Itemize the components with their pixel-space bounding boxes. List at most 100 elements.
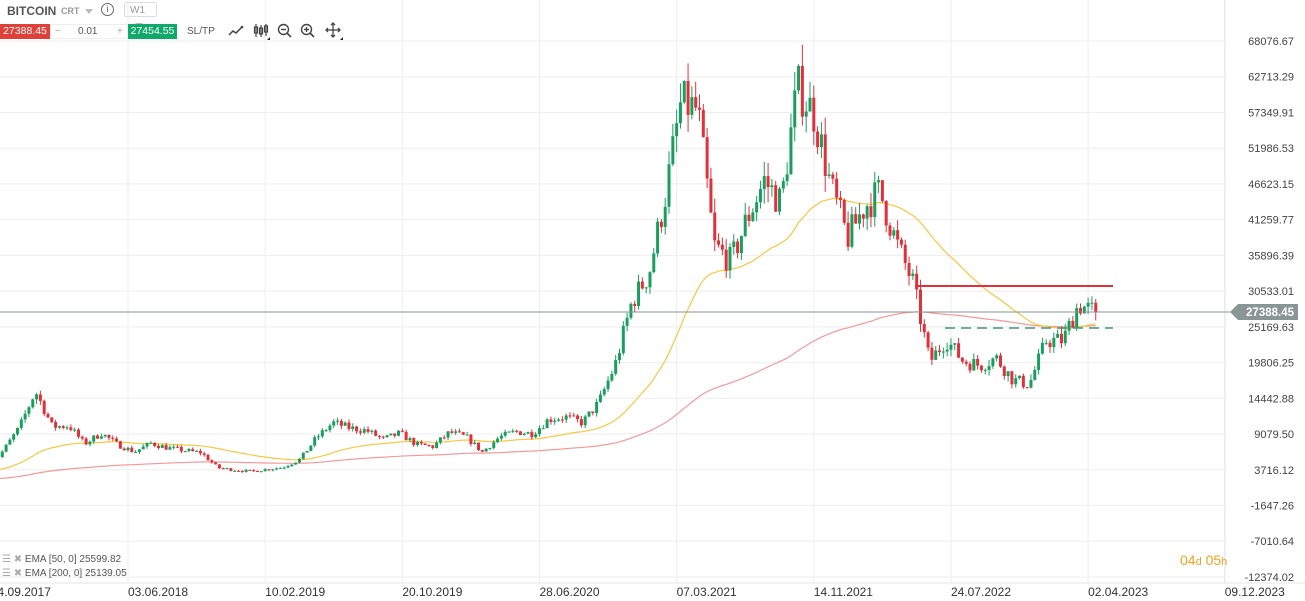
candle-up (343, 422, 347, 426)
candle-down (347, 422, 351, 429)
candle-up (473, 442, 477, 444)
candle-down (640, 281, 644, 289)
decrease-button[interactable]: − (55, 26, 61, 37)
legend-ema-50[interactable]: ☰ ✖ EMA [50, 0] 25599.82 (2, 554, 121, 565)
candle-up (183, 451, 187, 453)
move-icon[interactable] (325, 22, 343, 40)
candle-up (1014, 378, 1018, 385)
candle-up (233, 470, 237, 472)
y-tick-label: 51986.53 (1248, 143, 1294, 155)
candle-up (625, 317, 629, 326)
candle-down (214, 462, 218, 465)
candle-up (0, 451, 4, 457)
candle-up (88, 441, 92, 445)
candle-up (282, 467, 286, 469)
chevron-down-icon (84, 9, 93, 15)
candle-up (808, 97, 812, 112)
candle-down (1002, 366, 1006, 377)
candle-up (313, 437, 317, 446)
candle-down (960, 357, 964, 362)
candle-up (271, 469, 275, 471)
candle-up (145, 442, 149, 447)
candle-up (57, 426, 61, 428)
candle-up (1086, 302, 1090, 307)
candle-countdown: 04d 05h (1180, 552, 1228, 568)
candle-up (389, 433, 393, 436)
candle-down (560, 419, 564, 421)
sl-tp-button[interactable]: SL/TP (187, 26, 215, 37)
candle-up (602, 389, 606, 395)
y-tick-label: -12374.02 (1244, 572, 1294, 584)
candle-down (884, 200, 888, 226)
candle-down (518, 431, 522, 435)
candle-up (435, 442, 439, 448)
candle-up (983, 370, 987, 372)
candle-down (76, 429, 80, 437)
x-tick-label: 28.06.2020 (539, 585, 599, 599)
candle-up (385, 435, 389, 438)
candle-down (377, 435, 381, 437)
candle-down (831, 174, 835, 179)
candle-down (419, 441, 423, 444)
quantity-input[interactable]: 0.01 (78, 26, 98, 37)
candle-up (305, 450, 309, 453)
line-chart-icon[interactable] (227, 22, 245, 40)
candle-up (99, 436, 103, 439)
quantity-stepper[interactable]: − 0.01 + (50, 24, 128, 39)
candle-up (16, 427, 20, 435)
buy-button[interactable]: 27454.55 (128, 24, 177, 39)
close-icon[interactable]: ☰ ✖ (2, 554, 23, 565)
candle-down (549, 419, 553, 422)
candle-up (991, 358, 995, 367)
candle-up (1082, 306, 1086, 314)
candle-up (1033, 369, 1037, 380)
increase-button[interactable]: + (117, 26, 123, 37)
sell-button[interactable]: 27388.45 (0, 24, 50, 39)
candle-up (297, 458, 301, 463)
zoom-out-icon[interactable] (276, 22, 294, 40)
candle-down (1025, 387, 1029, 389)
candle-up (663, 206, 667, 227)
candle-up (1044, 342, 1048, 344)
candle-up (671, 136, 675, 165)
candle-down (1071, 320, 1075, 328)
candle-down (404, 431, 408, 441)
candle-down (957, 343, 961, 358)
candle-up (652, 253, 656, 273)
candle-up (172, 446, 176, 448)
close-icon[interactable]: ☰ ✖ (2, 568, 23, 579)
candle-up (541, 428, 545, 430)
candle-up (785, 174, 789, 182)
candle-down (964, 361, 968, 364)
x-tick-label: 20.10.2019 (402, 585, 462, 599)
timeframe-value: W1 (130, 5, 145, 16)
legend-ema-200[interactable]: ☰ ✖ EMA [200, 0] 25139.05 (2, 568, 127, 579)
candle-down (835, 178, 839, 198)
candle-up (446, 431, 450, 438)
candle-up (873, 182, 877, 218)
info-icon[interactable]: i (101, 3, 114, 16)
candle-down (903, 244, 907, 264)
candle-up (797, 65, 801, 91)
candle-down (355, 426, 359, 432)
candle-up (503, 431, 507, 436)
candlestick-icon[interactable] (252, 22, 270, 40)
candle-down (659, 221, 663, 227)
candle-down (457, 431, 461, 433)
candle-up (892, 230, 896, 236)
candle-up (587, 411, 591, 417)
candle-down (179, 446, 183, 452)
candle-down (115, 438, 119, 442)
candle-up (23, 413, 27, 420)
y-tick-label: 41259.77 (1248, 215, 1294, 227)
x-tick-label: 24.09.2017 (0, 585, 51, 599)
zoom-in-icon[interactable] (299, 22, 317, 40)
candle-up (945, 349, 949, 352)
candle-down (854, 214, 858, 224)
timeframe-select[interactable]: W1 (124, 2, 157, 28)
candle-down (998, 355, 1002, 367)
candle-down (633, 303, 637, 306)
candle-down (54, 422, 58, 428)
instrument-type-dropdown[interactable]: CRT (61, 6, 93, 16)
